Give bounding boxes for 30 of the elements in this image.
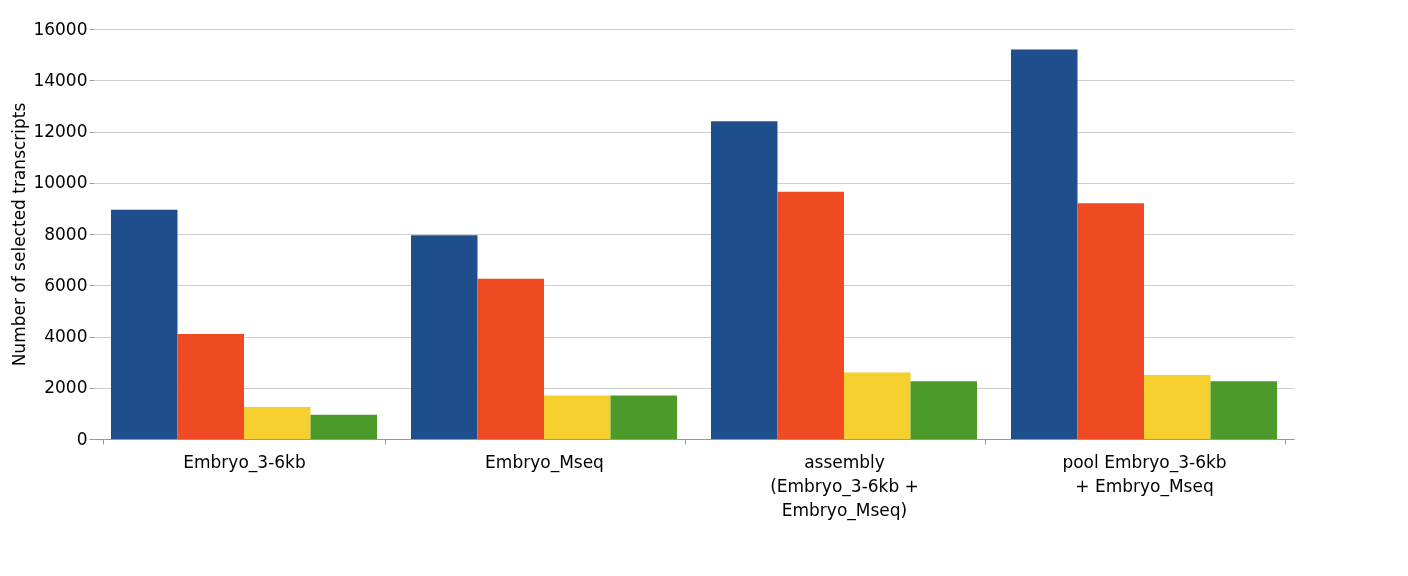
bar (177, 333, 244, 439)
y-tick-label: 4000 (44, 326, 88, 346)
y-axis-title: Number of selected transcripts (9, 102, 30, 367)
bar (477, 278, 544, 439)
bar (110, 209, 178, 439)
x-tick-label: assembly (Embryo_3-6kb + Embryo_Mseq) (770, 451, 919, 521)
y-tick-label: 12000 (33, 121, 88, 141)
x-tick-label: Embryo_Mseq (485, 451, 604, 473)
y-tick-label: 0 (76, 428, 88, 449)
y-tick-label: 8000 (44, 223, 88, 244)
bar (1210, 381, 1278, 439)
bar (777, 191, 844, 439)
y-tick-label: 14000 (33, 69, 88, 90)
y-tick-label: 6000 (44, 274, 88, 295)
bar (310, 414, 378, 439)
bar (610, 395, 678, 439)
bar (1010, 49, 1078, 439)
y-tick-label: 2000 (44, 377, 88, 398)
x-tick-label: Embryo_3-6kb (183, 451, 306, 473)
bar (244, 406, 311, 439)
bar (544, 395, 611, 439)
bar (410, 235, 478, 439)
x-tick-label: pool Embryo_3-6kb + Embryo_Mseq (1062, 451, 1227, 497)
bar (844, 372, 911, 439)
bar (910, 381, 978, 439)
y-tick-label: 16000 (33, 18, 88, 39)
bar (710, 121, 778, 439)
bar (1077, 203, 1144, 439)
y-tick-label: 10000 (33, 172, 88, 193)
bar (1144, 374, 1211, 439)
